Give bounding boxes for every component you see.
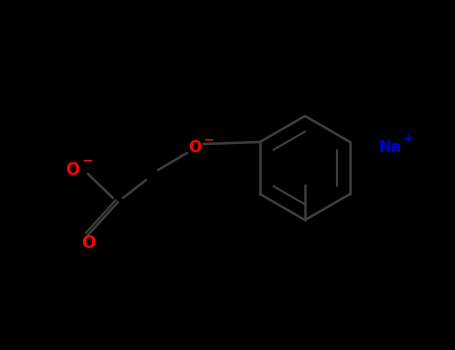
Text: −: − xyxy=(204,133,214,147)
Text: O: O xyxy=(65,161,79,179)
Text: Na: Na xyxy=(379,140,402,155)
Text: O: O xyxy=(81,234,95,252)
Text: O: O xyxy=(188,140,202,155)
Text: −: − xyxy=(81,153,93,167)
Text: +: + xyxy=(403,132,413,145)
